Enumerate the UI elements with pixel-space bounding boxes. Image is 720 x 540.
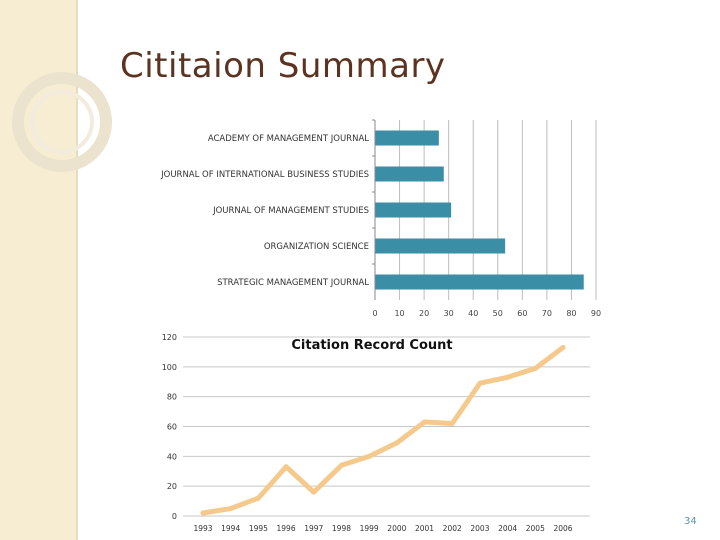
line-chart-x-tick-label: 1996 (277, 524, 296, 533)
bar-chart-bar (375, 274, 584, 290)
bar-chart: 0 10 20 30 40 50 60 70 80 90 ACADEMY OF MANAGEMENT… (160, 119, 601, 318)
line-chart-data-point (422, 419, 428, 425)
line-chart-x-tick-label: 2001 (415, 524, 434, 533)
line-chart-data-point (283, 464, 289, 470)
line-chart-x-tick-label: 2004 (498, 524, 517, 533)
bar-chart-x-tick-label: 0 (372, 309, 377, 318)
bar-chart-category-label: ORGANIZATION SCIENCE (264, 242, 369, 252)
decorative-ring-inner (30, 90, 94, 154)
line-chart-x-tick-label: 1998 (332, 524, 351, 533)
line-chart-y-tick-label: 20 (167, 482, 177, 491)
line-chart-x-tick-label: 1993 (193, 524, 212, 533)
line-chart-title: Citation Record Count (291, 338, 452, 353)
line-chart-data-point (532, 365, 538, 371)
slide-title: Cititaion Summary (120, 46, 446, 86)
bar-chart-x-tick-label: 40 (468, 309, 478, 318)
bar-chart-category-label: JOURNAL OF INTERNATIONAL BUSINESS STUDIE… (160, 170, 369, 180)
line-chart-data-point (560, 344, 566, 350)
bar-chart-x-tick-label: 70 (542, 309, 552, 318)
bar-chart-x-tick-label: 60 (517, 309, 527, 318)
line-chart-data-point (255, 495, 261, 501)
bar-chart-bar (375, 130, 439, 146)
sidebar-edge (76, 0, 78, 540)
line-chart-x-tick-label: 2002 (443, 524, 462, 533)
bar-chart-category-label: JOURNAL OF MANAGEMENT STUDIES (212, 206, 369, 216)
line-chart-y-tick-label: 0 (172, 512, 177, 521)
line-chart-y-tick-label: 100 (162, 363, 177, 372)
line-chart-y-tick-label: 80 (167, 393, 177, 402)
bar-chart-bar (375, 202, 452, 218)
line-chart-series-line (200, 344, 566, 516)
line-chart-x-tick-label: 1994 (221, 524, 240, 533)
bar-chart-x-tick-label: 20 (419, 309, 429, 318)
decorative-rings (12, 72, 112, 172)
line-chart-data-point (449, 421, 455, 427)
decorative-ring-outer (12, 72, 112, 172)
line-chart-data-point (366, 453, 372, 459)
line-chart-data-point (200, 510, 206, 516)
line-chart-x-tick-label: 2005 (526, 524, 545, 533)
bar-chart-bar (375, 238, 506, 254)
line-chart-y-tick-label: 60 (167, 423, 177, 432)
line-chart-data-point (311, 489, 317, 495)
slide-number: 34 (684, 516, 697, 527)
bar-chart-x-tick-label: 10 (394, 309, 404, 318)
bar-chart-category-label: STRATEGIC MANAGEMENT JOURNAL (217, 278, 369, 288)
bar-chart-category-label: ACADEMY OF MANAGEMENT JOURNAL (208, 134, 369, 144)
bar-chart-x-tick-label: 50 (493, 309, 503, 318)
bar-chart-x-tick-label: 30 (444, 309, 454, 318)
line-chart-x-tick-label: 1997 (304, 524, 323, 533)
line-chart-y-tick-label: 120 (162, 333, 177, 342)
bar-chart-bar (375, 166, 444, 182)
bar-chart-x-tick-label: 90 (591, 309, 601, 318)
bar-chart-x-tick-label: 80 (566, 309, 576, 318)
line-chart-data-point (338, 462, 344, 468)
line-chart-x-tick-label: 2006 (553, 524, 572, 533)
line-chart-data-point (477, 380, 483, 386)
line-chart-data-point (228, 506, 234, 512)
line-chart-x-tick-label: 1999 (360, 524, 379, 533)
line-chart-x-tick-label: 2003 (470, 524, 489, 533)
line-chart-data-point (505, 374, 511, 380)
line-chart-y-tick-label: 40 (167, 452, 177, 461)
line-chart-x-tick-label: 1995 (249, 524, 268, 533)
line-chart-data-point (394, 440, 400, 446)
line-chart-x-tick-label: 2000 (387, 524, 406, 533)
